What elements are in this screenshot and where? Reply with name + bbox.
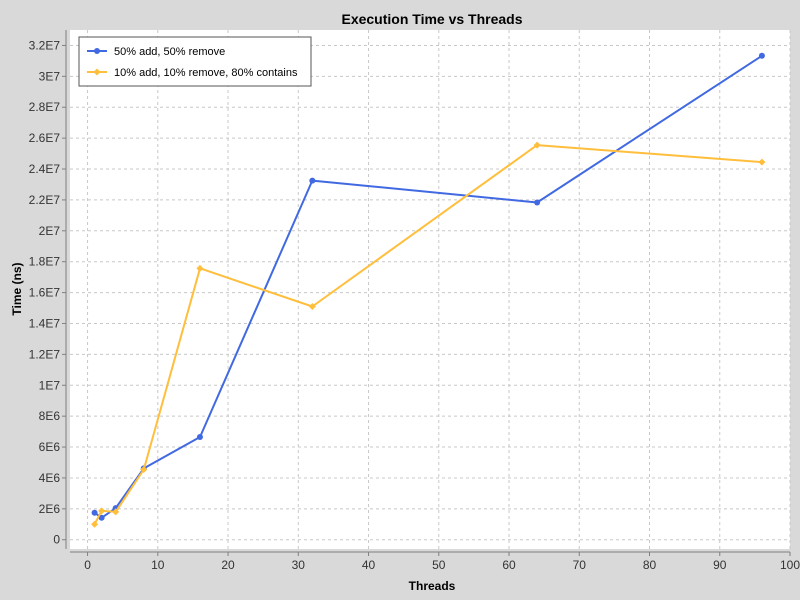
y-tick-label: 2.8E7 bbox=[29, 100, 61, 114]
y-tick-label: 1.2E7 bbox=[29, 347, 61, 361]
series-2-point bbox=[533, 141, 541, 149]
series-2-point bbox=[758, 158, 766, 166]
y-tick-label: 6E6 bbox=[39, 440, 61, 454]
grid bbox=[70, 30, 791, 549]
y-tick-label: 1.6E7 bbox=[29, 286, 61, 300]
y-tick-label: 2.4E7 bbox=[29, 162, 61, 176]
y-tick-label: 2E6 bbox=[39, 502, 61, 516]
axes: 0 10 20 30 40 50 60 70 80 90 100 0 2E6 4E6 6E6 8E6 1E7 1.… bbox=[29, 30, 800, 572]
x-tick-label: 60 bbox=[502, 558, 516, 572]
legend-swatch-marker bbox=[94, 48, 100, 54]
series-2-point bbox=[140, 465, 148, 473]
y-tick-label: 8E6 bbox=[39, 409, 61, 423]
x-tick-label: 10 bbox=[151, 558, 165, 572]
x-tick-label: 30 bbox=[292, 558, 306, 572]
chart-title: Execution Time vs Threads bbox=[341, 11, 522, 27]
series-1-point bbox=[758, 52, 765, 59]
legend-swatch-marker bbox=[93, 68, 101, 76]
series-2-point bbox=[196, 264, 204, 272]
legend-item: 10% add, 10% remove, 80% contains bbox=[87, 67, 298, 79]
series bbox=[91, 52, 766, 528]
y-tick-label: 3.2E7 bbox=[29, 38, 61, 52]
series-1-point bbox=[309, 177, 316, 184]
series-1 bbox=[91, 52, 765, 521]
y-tick-label: 1.8E7 bbox=[29, 255, 61, 269]
y-tick-label: 0 bbox=[53, 533, 60, 547]
series-2-point bbox=[91, 520, 99, 528]
y-tick-label: 1E7 bbox=[39, 378, 61, 392]
y-axis-label: Time (ns) bbox=[10, 262, 24, 315]
x-tick-label: 90 bbox=[713, 558, 727, 572]
legend-label: 10% add, 10% remove, 80% contains bbox=[114, 67, 298, 79]
legend: 50% add, 50% remove 10% add, 10% remove, … bbox=[78, 36, 312, 87]
x-tick-label: 0 bbox=[84, 558, 91, 572]
series-1-point bbox=[98, 514, 105, 521]
y-tick-label: 4E6 bbox=[39, 471, 61, 485]
series-2-point bbox=[98, 507, 106, 515]
x-axis-label: Threads bbox=[409, 579, 456, 593]
x-tick-label: 70 bbox=[573, 558, 587, 572]
y-tick-label: 2.2E7 bbox=[29, 193, 61, 207]
series-2-point bbox=[112, 508, 120, 516]
x-tick-label: 80 bbox=[643, 558, 657, 572]
series-1-point bbox=[196, 434, 203, 441]
x-tick-label: 20 bbox=[221, 558, 235, 572]
y-tick-label: 2.6E7 bbox=[29, 131, 61, 145]
y-tick-label: 3E7 bbox=[39, 69, 61, 83]
x-tick-label: 100 bbox=[780, 558, 800, 572]
x-tick-label: 50 bbox=[432, 558, 446, 572]
series-1-point bbox=[534, 199, 541, 206]
y-tick-label: 1.4E7 bbox=[29, 316, 61, 330]
series-2-point bbox=[308, 302, 316, 310]
series-1-point bbox=[91, 509, 98, 516]
series-2 bbox=[91, 141, 766, 528]
x-tick-label: 40 bbox=[362, 558, 376, 572]
legend-box bbox=[78, 36, 312, 87]
legend-label: 50% add, 50% remove bbox=[114, 46, 225, 58]
y-tick-label: 2E7 bbox=[39, 224, 61, 238]
legend-item: 50% add, 50% remove bbox=[87, 46, 225, 58]
